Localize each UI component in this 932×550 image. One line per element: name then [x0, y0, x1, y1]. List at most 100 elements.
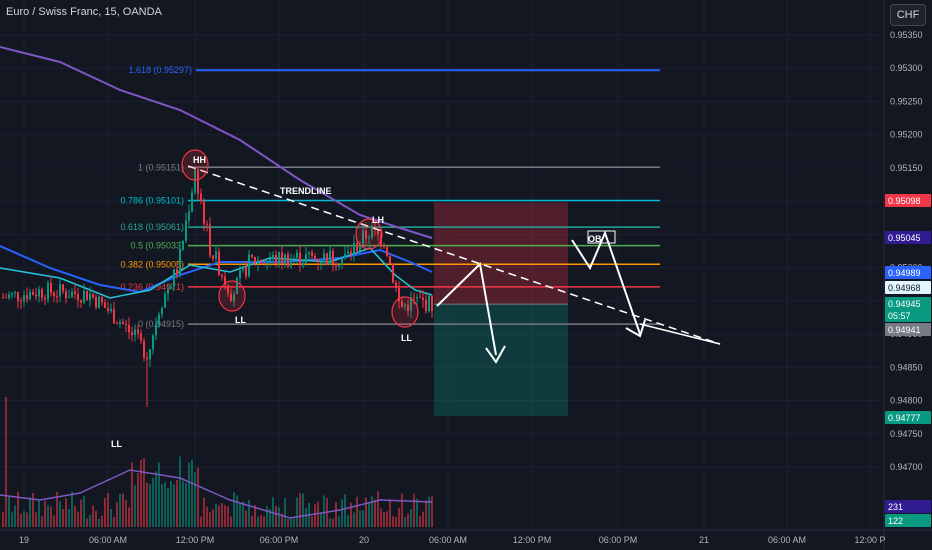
volume-bar: [383, 512, 385, 527]
time-axis[interactable]: 19 06:00 AM 12:00 PM 06:00 PM 20 06:00 AM 12:0…: [0, 529, 932, 545]
volume-bar: [65, 498, 67, 527]
candle-body: [50, 282, 52, 293]
volume-bar: [125, 500, 127, 527]
volume-bar: [119, 493, 121, 527]
volume-bar: [260, 514, 262, 527]
candle-body: [5, 297, 7, 299]
volume-bar: [86, 518, 88, 527]
volume-bar: [380, 508, 382, 527]
volume-bar: [404, 517, 406, 527]
hh-circle: [181, 149, 209, 181]
candle-body: [224, 276, 226, 285]
volume-bar: [8, 497, 10, 527]
volume-bar: [176, 480, 178, 527]
candle-body: [119, 321, 121, 324]
volume-bar: [365, 497, 367, 527]
time-tick-label: 06:00 AM: [768, 535, 806, 545]
short-position-tool[interactable]: [434, 202, 568, 416]
ob-label: OB: [588, 234, 602, 244]
candle-body: [260, 259, 262, 263]
candle-body: [98, 296, 100, 308]
candle-body: [302, 262, 304, 266]
price-badge-bg: [885, 266, 931, 279]
volume-bar: [107, 492, 109, 527]
volume-bar: [389, 499, 391, 527]
price-badge-label: 0.94989: [888, 268, 921, 278]
candle-body: [416, 297, 418, 299]
candle-body: [248, 254, 250, 277]
candle-body: [89, 293, 91, 301]
candle-body: [146, 357, 148, 360]
volume-bar: [347, 515, 349, 527]
candle-body: [116, 323, 118, 325]
volume-bar: [29, 497, 31, 527]
candle-body: [140, 333, 142, 341]
candle-body: [80, 300, 82, 303]
time-tick-label: 19: [19, 535, 29, 545]
candle-body: [368, 237, 370, 239]
volume-bar: [395, 516, 397, 527]
volume-bar: [50, 506, 52, 527]
fib-level-label: 0.382 (0.95005): [120, 259, 184, 269]
volume-bar: [185, 482, 187, 527]
candle-body: [29, 291, 31, 300]
volume-bar: [104, 497, 106, 527]
volume-bar: [77, 511, 79, 527]
volume-bar: [101, 515, 103, 527]
candle-body: [230, 293, 232, 302]
candle-body: [407, 304, 409, 311]
candle-body: [239, 270, 241, 279]
time-tick-label: 20: [359, 535, 369, 545]
volume-bar: [80, 499, 82, 527]
volume-bar: [227, 506, 229, 527]
volume-bar: [38, 500, 40, 527]
candle-body: [317, 258, 319, 263]
volume-bar: [281, 513, 283, 527]
fib-level-label: 0 (0.94915): [138, 319, 184, 329]
volume-bar: [68, 508, 70, 527]
candle-body: [47, 282, 49, 300]
price-tick-label: 0.95150: [890, 163, 923, 173]
candle-body: [35, 294, 37, 297]
volume-bar: [314, 504, 316, 527]
candle-body: [287, 254, 289, 267]
hh-label: HH: [193, 155, 206, 165]
volume-bar: [362, 510, 364, 527]
price-tick-label: 0.95200: [890, 130, 923, 140]
volume-bar: [59, 501, 61, 527]
candle-body: [188, 211, 190, 221]
candle-body: [323, 253, 325, 263]
volume-bar: [353, 512, 355, 527]
price-tick-label: 0.95350: [890, 30, 923, 40]
time-tick-label: 12:00 PM: [513, 535, 552, 545]
volume-bar: [209, 512, 211, 527]
currency-button[interactable]: CHF: [890, 4, 926, 26]
price-badge: 0.95045: [885, 231, 931, 244]
volume-bar: [137, 473, 139, 527]
candle-body: [383, 245, 385, 247]
price-badge-bg: [885, 194, 931, 207]
drawings[interactable]: HH TRENDLINE LH LL LL LL OB: [111, 149, 721, 449]
volume-bar: [23, 511, 25, 527]
candle-body: [8, 294, 10, 298]
volume-bar: [407, 513, 409, 527]
price-badge-label: 122: [888, 516, 903, 526]
volume-bar: [44, 500, 46, 527]
volume-bar: [206, 506, 208, 527]
volume-bar: [338, 516, 340, 527]
ll-circle: [391, 296, 419, 328]
candle-body: [338, 264, 340, 267]
volume-bar: [341, 499, 343, 527]
volume-bar: [14, 505, 16, 527]
volume-bar: [98, 518, 100, 527]
candle-body: [293, 258, 295, 260]
volume-bar: [233, 492, 235, 527]
candle-body: [65, 291, 67, 298]
time-tick-label: 12:00 P: [854, 535, 885, 545]
candle-body: [101, 296, 103, 303]
fibonacci-levels[interactable]: 1.618 (0.95297) 1 (0.95151) 0.786 (0.95101…: [120, 65, 660, 329]
candle-body: [86, 290, 88, 301]
volume-bar: [254, 505, 256, 527]
